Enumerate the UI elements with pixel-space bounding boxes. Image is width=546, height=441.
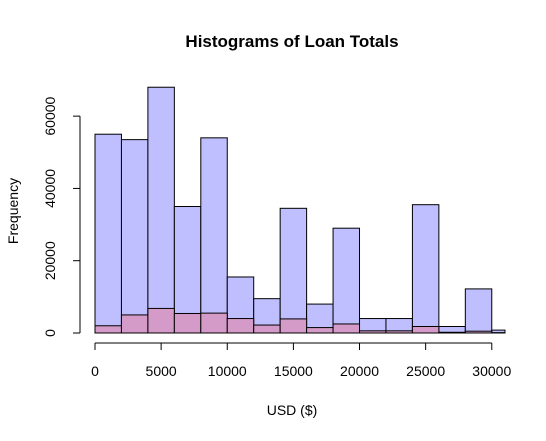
bar-series2-bin-9 — [332, 323, 361, 334]
x-tick-label: 25000 — [406, 363, 445, 379]
bar-series1-bin-4 — [200, 137, 228, 334]
bar-series2-bin-5 — [226, 318, 255, 334]
bar-series1-bin-7 — [279, 207, 308, 334]
bars-group — [94, 86, 506, 334]
x-tick-label: 5000 — [146, 363, 177, 379]
bar-series2-bin-14 — [464, 330, 493, 334]
bar-series2-bin-11 — [385, 330, 413, 334]
bar-series2-bin-13 — [438, 331, 466, 334]
y-tick-label: 60000 — [42, 96, 58, 135]
x-tick-label: 10000 — [208, 363, 247, 379]
bar-series1-bin-12 — [411, 204, 440, 334]
x-tick-label: 30000 — [472, 363, 511, 379]
x-axis: 0 5000 10000 15000 20000 25000 30000 — [91, 342, 511, 379]
bar-series1-bin-3 — [173, 206, 202, 334]
bar-series1-bin-9 — [332, 227, 361, 334]
bar-series2-bin-4 — [200, 312, 228, 334]
bar-series2-bin-8 — [306, 327, 334, 334]
bar-series2-bin-3 — [173, 312, 202, 334]
bar-series2-bin-6 — [253, 324, 281, 334]
x-axis-label: USD ($) — [267, 402, 318, 418]
bar-series1-bin-1 — [120, 139, 149, 334]
y-tick-label: 0 — [42, 329, 58, 337]
y-tick-label: 20000 — [42, 241, 58, 280]
bar-series1-bin-14 — [464, 288, 493, 334]
x-tick-label: 20000 — [340, 363, 379, 379]
bar-series1-bin-2 — [147, 86, 175, 334]
bar-series2-bin-12 — [411, 325, 440, 334]
x-tick-label: 15000 — [274, 363, 313, 379]
bar-series2-bin-1 — [120, 314, 149, 334]
bar-series1-bin-0 — [94, 133, 122, 334]
bar-series2-bin-0 — [94, 325, 122, 334]
bar-series2-bin-10 — [359, 330, 387, 334]
bar-series2-bin-7 — [279, 318, 308, 334]
y-axis-label: Frequency — [5, 178, 21, 244]
y-tick-label: 40000 — [42, 169, 58, 208]
y-axis: 0 20000 40000 60000 — [42, 96, 81, 337]
chart-title: Histograms of Loan Totals — [185, 32, 398, 51]
bar-series2-bin-2 — [147, 307, 175, 334]
x-tick-label: 0 — [91, 363, 99, 379]
